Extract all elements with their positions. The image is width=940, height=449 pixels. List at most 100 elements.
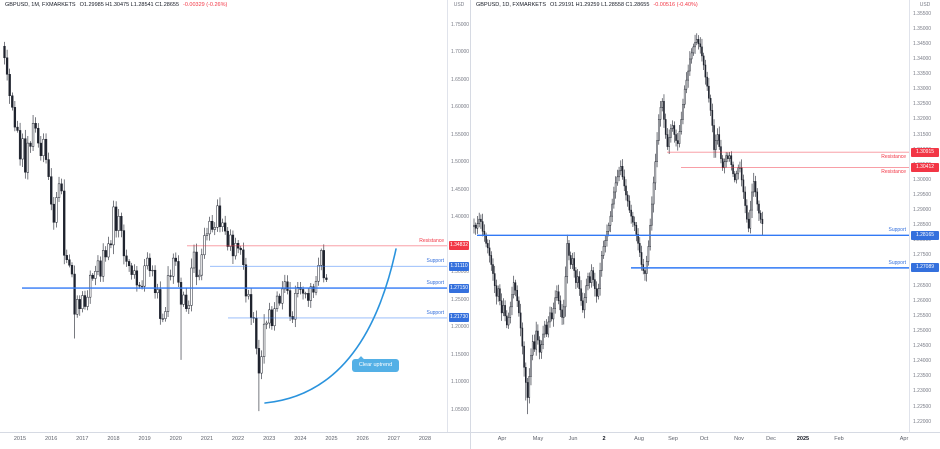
candle-body bbox=[481, 221, 484, 232]
candle-body bbox=[130, 265, 133, 275]
candle-body bbox=[312, 286, 315, 293]
resistance-price-badge[interactable]: 1.30915 bbox=[911, 147, 939, 157]
candle-body bbox=[512, 282, 515, 296]
candle-body bbox=[161, 318, 165, 320]
candle-body bbox=[16, 126, 19, 131]
candle-body bbox=[5, 57, 9, 75]
candle-body bbox=[590, 270, 593, 283]
candle-body bbox=[675, 134, 677, 141]
support-price-badge[interactable]: 1.28165 bbox=[911, 230, 939, 240]
candle-body bbox=[732, 164, 734, 175]
candle-body bbox=[523, 345, 525, 368]
support-price-badge[interactable]: 1.27150 bbox=[449, 283, 469, 293]
price-tick-label: 1.34500 bbox=[913, 40, 932, 47]
candle-body bbox=[492, 264, 494, 274]
candle-body bbox=[50, 176, 53, 205]
monthly-price-axis[interactable]: USD 1.05000 1.10000 1.15000 1.20000 1.25000 1… bbox=[448, 0, 470, 432]
resistance-level-label[interactable]: Resistance bbox=[881, 154, 906, 161]
resistance-price-badge[interactable]: 1.34832 bbox=[449, 241, 469, 251]
monthly-symbol-title[interactable]: GBPUSD, 1M, FXMARKETS bbox=[5, 2, 76, 8]
daily-price-axis[interactable]: USD 1.22000 1.22500 1.23000 1.23500 1.24000 1… bbox=[910, 0, 940, 432]
candle-body bbox=[747, 218, 750, 229]
candle-body bbox=[519, 312, 522, 329]
support-level-label[interactable]: Support bbox=[426, 309, 444, 316]
candle-body bbox=[96, 260, 100, 272]
candle-body bbox=[528, 376, 531, 398]
support-level-label[interactable]: Support bbox=[888, 227, 906, 234]
candle-body bbox=[281, 288, 284, 304]
monthly-price-chart[interactable] bbox=[0, 0, 447, 432]
candle-body bbox=[229, 234, 232, 247]
candle-body bbox=[721, 158, 724, 169]
candle-body bbox=[76, 299, 79, 315]
support-price-badge[interactable]: 1.31110 bbox=[449, 261, 469, 271]
candle-body bbox=[493, 273, 496, 286]
daily-time-axis[interactable]: Apr May Jun 2 Aug Sep Oct Nov Dec 2025 Feb Apr bbox=[471, 432, 940, 449]
candle-body bbox=[86, 296, 89, 307]
candle-body bbox=[107, 243, 110, 258]
resistance-level-label[interactable]: Resistance bbox=[881, 169, 906, 176]
candle-body bbox=[68, 259, 71, 266]
resistance-level-label[interactable]: Resistance bbox=[419, 237, 444, 244]
candle-body bbox=[309, 286, 312, 301]
monthly-axis-currency-label: USD bbox=[453, 2, 465, 8]
daily-price-chart[interactable] bbox=[471, 0, 909, 432]
candle-body bbox=[208, 220, 211, 235]
price-tick-label: 1.29000 bbox=[913, 207, 932, 214]
candle-body bbox=[587, 276, 589, 286]
candle-body bbox=[190, 267, 193, 306]
candle-body bbox=[249, 294, 253, 318]
daily-symbol-title[interactable]: GBPUSD, 1D, FXMARKETS bbox=[476, 2, 546, 8]
candle-body bbox=[247, 294, 250, 297]
candle-body bbox=[294, 293, 297, 320]
candle-body bbox=[713, 125, 715, 150]
price-tick-label: 1.40000 bbox=[451, 214, 470, 221]
candle-body bbox=[711, 110, 714, 126]
candle-body bbox=[506, 315, 508, 326]
price-tick-label: 1.25000 bbox=[913, 328, 932, 335]
monthly-time-axis[interactable]: 2015 2016 2017 2018 2019 2020 2021 2022 2023 2024… bbox=[0, 432, 470, 449]
time-tick-label: 2015 bbox=[13, 436, 27, 442]
uptrend-curve[interactable] bbox=[264, 248, 397, 404]
time-tick-label: 2017 bbox=[76, 436, 89, 442]
candle-body bbox=[737, 167, 740, 175]
candle-body bbox=[751, 191, 753, 211]
candle-body bbox=[680, 119, 683, 132]
price-tick-label: 1.28500 bbox=[913, 222, 932, 229]
candle-body bbox=[744, 191, 746, 206]
candle-body bbox=[260, 356, 263, 374]
candle-body bbox=[3, 45, 6, 59]
candle-body bbox=[480, 218, 482, 222]
support-level-label[interactable]: Support bbox=[426, 280, 444, 287]
support-price-badge[interactable]: 1.21730 bbox=[449, 313, 469, 323]
candle-body bbox=[571, 258, 574, 265]
candle-body bbox=[81, 295, 84, 309]
uptrend-callout[interactable]: Clear uptrend bbox=[352, 359, 399, 372]
price-tick-label: 1.22500 bbox=[913, 403, 932, 410]
price-tick-label: 1.10000 bbox=[451, 379, 470, 386]
support-price-badge[interactable]: 1.27089 bbox=[911, 263, 939, 273]
candle-body bbox=[99, 260, 102, 277]
daily-chart-legend: GBPUSD, 1D, FXMARKETS O1.29191 H1.29259 L… bbox=[476, 2, 698, 8]
candle-body bbox=[592, 270, 594, 280]
resistance-price-badge[interactable]: 1.30412 bbox=[911, 162, 939, 172]
price-tick-label: 1.30000 bbox=[913, 176, 932, 183]
candle-body bbox=[127, 261, 131, 267]
candle-body bbox=[101, 250, 105, 277]
daily-axis-currency-label: USD bbox=[919, 2, 931, 8]
candle-body bbox=[647, 246, 650, 262]
candle-body bbox=[682, 104, 684, 120]
candle-body bbox=[514, 282, 517, 291]
candle-body bbox=[621, 166, 624, 178]
candle-body bbox=[566, 243, 569, 277]
candle-body bbox=[70, 265, 74, 275]
candle-body bbox=[759, 212, 762, 220]
candle-body bbox=[26, 142, 30, 173]
candle-body bbox=[120, 216, 123, 231]
time-tick-label: Aug bbox=[634, 436, 644, 442]
candle-body bbox=[262, 323, 266, 357]
support-level-label[interactable]: Support bbox=[426, 258, 444, 265]
candle-body bbox=[273, 308, 276, 327]
support-level-label[interactable]: Support bbox=[888, 259, 906, 266]
candle-body bbox=[502, 305, 505, 314]
